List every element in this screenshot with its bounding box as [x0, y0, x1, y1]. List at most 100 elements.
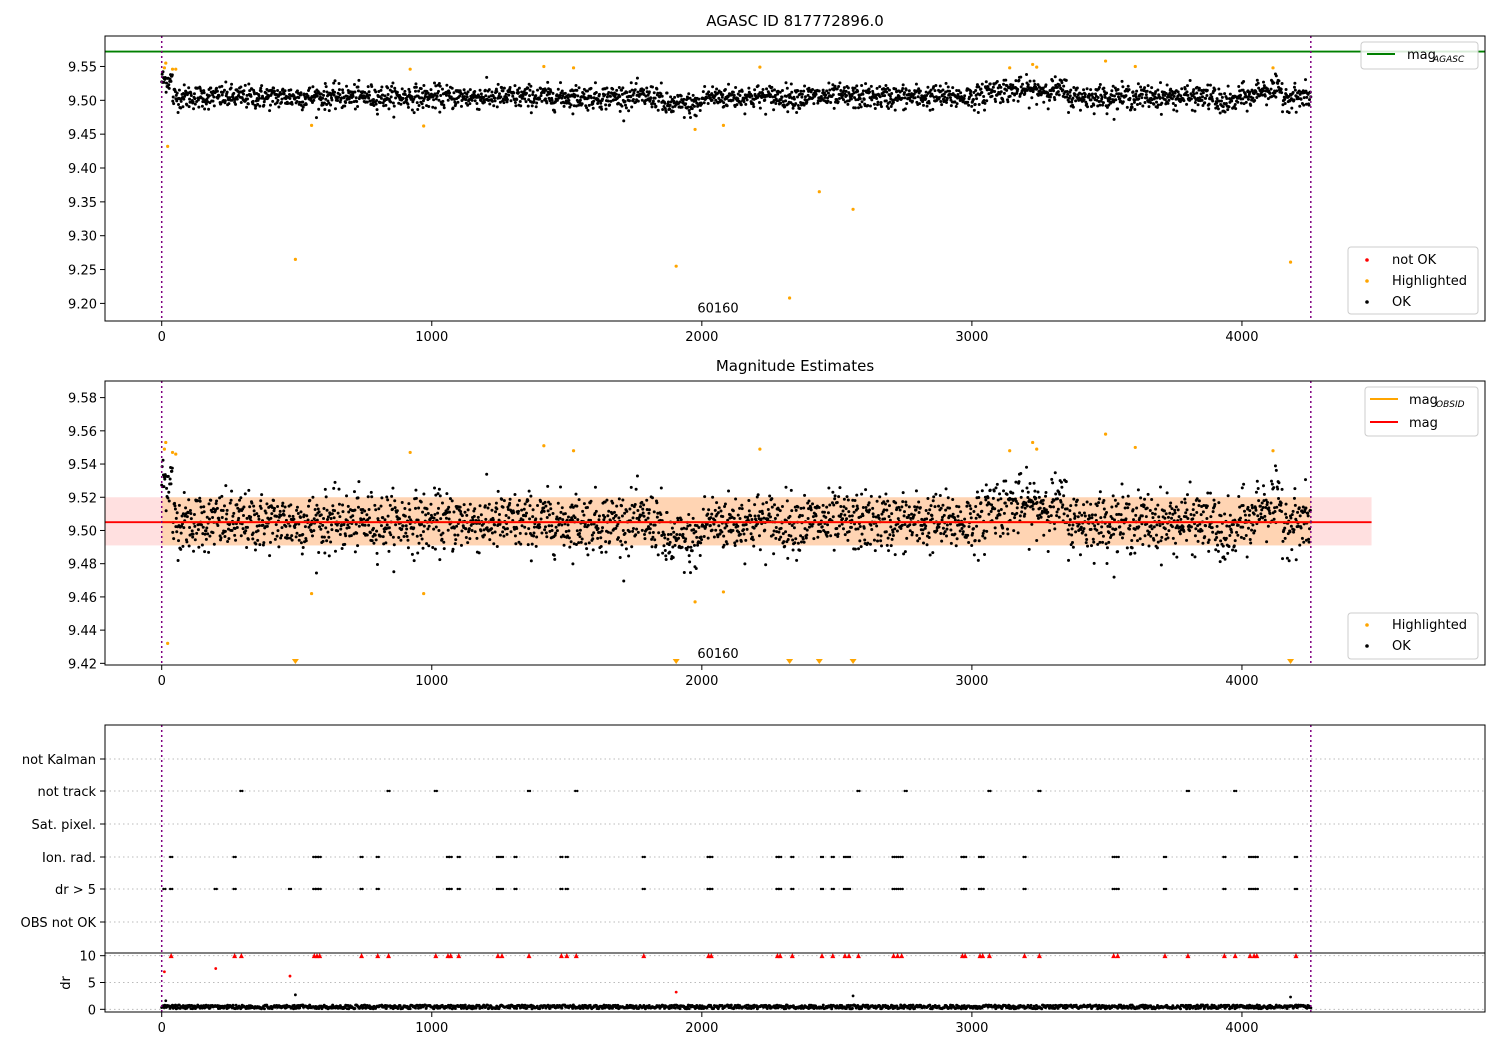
ok-point [600, 107, 604, 111]
ok-point [1090, 516, 1094, 520]
ok-point [1074, 530, 1078, 534]
ok-point [603, 93, 607, 97]
ok-point [1116, 107, 1120, 111]
ok-point [716, 535, 720, 539]
ok-point [223, 534, 227, 538]
ok-point [282, 513, 286, 517]
ok-point [627, 99, 631, 103]
ok-point [835, 500, 839, 504]
ok-point [189, 93, 193, 97]
ok-point [1111, 84, 1115, 88]
ok-point [603, 500, 607, 504]
ok-point [688, 523, 692, 527]
ok-point [770, 85, 774, 89]
ok-point [1195, 91, 1199, 95]
ok-point [1168, 504, 1172, 508]
ok-point [261, 543, 265, 547]
ok-point [425, 507, 429, 511]
ok-point [772, 552, 776, 556]
ok-point [578, 528, 582, 532]
ok-point [1126, 494, 1130, 498]
ok-point [1137, 97, 1141, 101]
ok-point [664, 557, 668, 561]
ok-point [983, 108, 987, 112]
ok-point [622, 119, 626, 123]
ok-point [970, 104, 974, 108]
ok-point [427, 105, 431, 109]
ok-point [851, 86, 855, 90]
ok-point [508, 501, 512, 505]
ok-point [730, 515, 734, 519]
ok-point [1083, 95, 1087, 99]
ok-point [1167, 529, 1171, 533]
ok-point [1073, 514, 1077, 518]
ok-point [1021, 503, 1025, 507]
ok-point [1179, 517, 1183, 521]
ok-point [1157, 515, 1161, 519]
ok-point [731, 98, 735, 102]
ok-point [329, 516, 333, 520]
y-tick-label: 9.25 [68, 264, 97, 279]
ok-point [1156, 503, 1160, 507]
ok-point [766, 508, 770, 512]
ok-point [472, 514, 476, 518]
ok-point [796, 89, 800, 93]
ok-point [227, 537, 231, 541]
ok-point [509, 530, 513, 534]
ok-point [505, 98, 509, 102]
ok-point [856, 527, 860, 531]
ok-point [531, 90, 535, 94]
ok-point [438, 494, 442, 498]
ok-point [179, 547, 183, 551]
ok-point [634, 533, 638, 537]
ok-point [1026, 496, 1030, 500]
ok-point [306, 94, 310, 98]
ok-point [337, 502, 341, 506]
ok-point [1292, 85, 1296, 89]
ok-point [295, 508, 299, 512]
ok-point [314, 513, 318, 517]
ok-point [1065, 507, 1069, 511]
ok-point [866, 103, 870, 107]
ok-point [710, 98, 714, 102]
ok-point [203, 107, 207, 111]
ok-point [447, 505, 451, 509]
ok-point [309, 522, 313, 526]
ok-point [1135, 102, 1139, 106]
ok-point [417, 104, 421, 108]
ok-point [1092, 561, 1096, 565]
ok-point [1170, 516, 1174, 520]
ok-point [841, 509, 845, 513]
ok-point [802, 540, 806, 544]
ok-point [1080, 513, 1084, 517]
ok-point [650, 105, 654, 109]
ok-point [1120, 482, 1124, 486]
ok-point [1103, 95, 1107, 99]
ok-point [566, 96, 570, 100]
ok-point [879, 539, 883, 543]
ok-point [1123, 506, 1127, 510]
ok-point [503, 527, 507, 531]
ok-point [280, 97, 284, 101]
ok-point [368, 531, 372, 535]
legend-mag-agasc-label: mag [1407, 48, 1436, 63]
ok-point [200, 104, 204, 108]
ok-point [653, 96, 657, 100]
ok-point [891, 100, 895, 104]
ok-point [432, 516, 436, 520]
ok-point [403, 92, 407, 96]
ok-point [189, 511, 193, 515]
ok-point [734, 86, 738, 90]
ok-point [526, 86, 530, 90]
ok-point [375, 551, 379, 555]
ok-point [902, 552, 906, 556]
ok-point [655, 87, 659, 91]
ok-point [352, 83, 356, 87]
ok-point [577, 541, 581, 545]
ok-point [703, 85, 707, 89]
ok-point [517, 540, 521, 544]
ok-point [596, 102, 600, 106]
ok-point [1082, 88, 1086, 92]
ok-point [174, 93, 178, 97]
ok-point [1090, 544, 1094, 548]
